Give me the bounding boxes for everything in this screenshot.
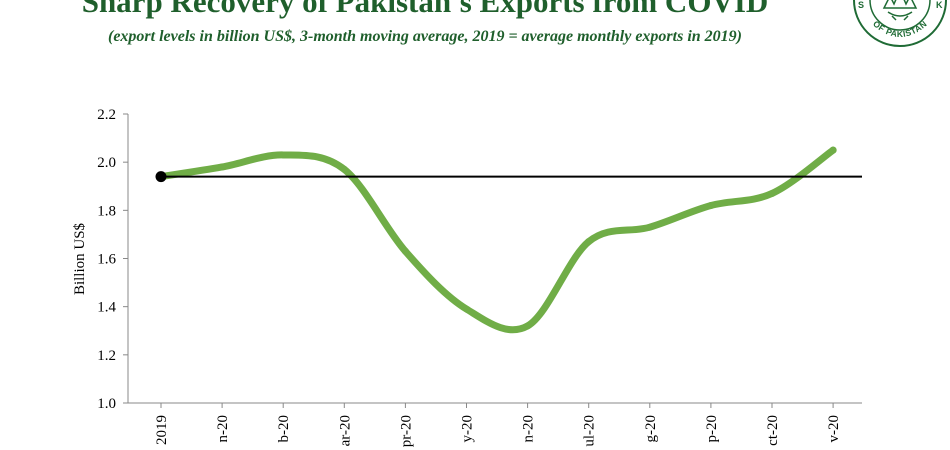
reference-marker-2019 (155, 171, 167, 183)
y-axis-title: Billion US$ (72, 222, 88, 295)
data-point-jun-20 (524, 322, 532, 330)
state-bank-of-pakistan-seal-icon: S K OF PAKISTAN (853, 0, 947, 47)
x-tick-label: ct-20 (765, 415, 781, 446)
x-tick-label: b-20 (276, 415, 292, 443)
y-tick-label: 1.8 (97, 203, 116, 219)
x-tick-label: g-20 (643, 415, 659, 443)
data-point-nov-20 (829, 146, 837, 154)
data-point-apr-20 (401, 247, 409, 255)
export-series (157, 146, 837, 334)
data-point-aug-20 (646, 223, 654, 231)
y-tick-label: 1.0 (97, 396, 116, 412)
y-tick-label: 1.2 (97, 348, 116, 364)
data-point-may-20 (463, 305, 470, 313)
x-tick-label: p-20 (704, 415, 720, 443)
data-point-feb-20 (279, 151, 287, 159)
y-tick-label: 2.0 (97, 155, 116, 171)
data-point-sep-20 (707, 202, 715, 210)
x-axis: 2019 n-20 b-20 ar-20 pr-20 y-20 n-20 ul-20 g-20 p… (128, 402, 862, 447)
y-axis: 1.0 1.2 1.4 1.6 1.8 2.0 2.2 (97, 107, 129, 412)
chart-subtitle: (export levels in billion US$, 3-month m… (108, 28, 742, 45)
chart-title: Sharp Recovery of Pakistan's Exports fro… (81, 0, 769, 19)
seal-side-letter-right: K (936, 0, 943, 10)
seal-side-letter-left: S (858, 0, 864, 10)
reference-series (155, 171, 862, 183)
data-point-jul-20 (585, 238, 593, 246)
x-tick-label: n-20 (521, 415, 537, 443)
y-axis-ticks: 1.0 1.2 1.4 1.6 1.8 2.0 2.2 (97, 107, 128, 412)
data-point-mar-20 (340, 165, 348, 173)
data-point-oct-20 (768, 189, 776, 197)
x-tick-label: n-20 (215, 415, 231, 443)
x-tick-label: v-20 (826, 415, 842, 443)
data-point-jan-20 (218, 163, 226, 171)
y-tick-label: 1.6 (97, 252, 116, 268)
x-axis-ticks: 2019 n-20 b-20 ar-20 pr-20 y-20 n-20 ul-20 g-20 p… (154, 403, 842, 447)
x-tick-label: pr-20 (398, 415, 414, 447)
y-tick-label: 1.4 (97, 300, 116, 316)
x-tick-label: ul-20 (582, 415, 598, 447)
x-tick-label: y-20 (460, 415, 476, 443)
x-tick-label: ar-20 (337, 415, 353, 446)
x-tick-label: 2019 (154, 415, 170, 445)
y-tick-label: 2.2 (97, 107, 116, 123)
